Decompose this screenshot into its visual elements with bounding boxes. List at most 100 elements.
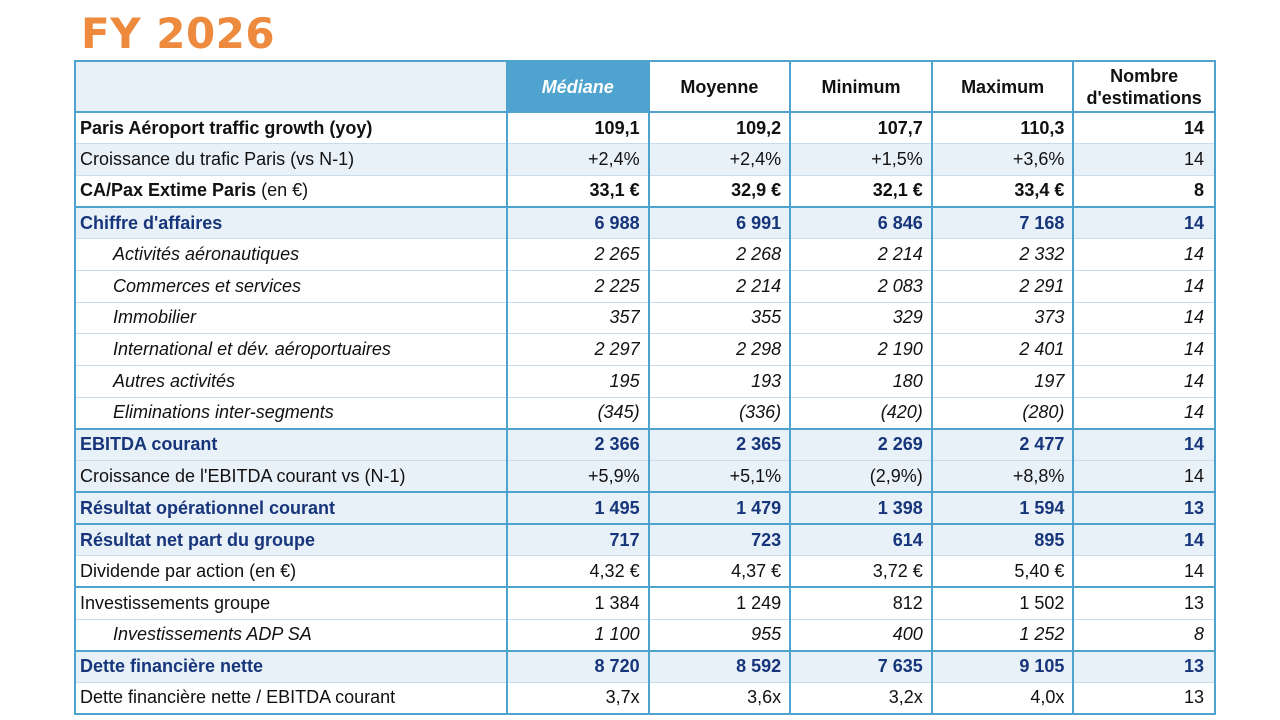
table-row: Paris Aéroport traffic growth (yoy) 109,1… bbox=[74, 112, 1216, 145]
row-label-text: CA/Pax Extime Paris bbox=[80, 180, 257, 201]
row-label-text: Investissements groupe bbox=[80, 592, 271, 613]
mean-value: 193 bbox=[647, 365, 792, 398]
minimum-value: 614 bbox=[789, 522, 933, 557]
estimate-count-value: 14 bbox=[1072, 522, 1216, 557]
estimates-table: Médiane Moyenne Minimum Maximum Nombre d… bbox=[74, 60, 1216, 716]
row-label: Paris Aéroport traffic growth (yoy) bbox=[74, 112, 508, 145]
maximum-value: 1 502 bbox=[930, 586, 1075, 620]
median-value: +2,4% bbox=[506, 143, 650, 176]
maximum-value: 373 bbox=[930, 302, 1075, 335]
minimum-value: 1 398 bbox=[789, 491, 933, 525]
minimum-value: 2 083 bbox=[789, 270, 933, 303]
estimate-count-value: 14 bbox=[1072, 555, 1216, 588]
minimum-value: 180 bbox=[789, 365, 933, 398]
row-label-text: EBITDA courant bbox=[80, 434, 218, 455]
header-blank-cell bbox=[74, 60, 508, 113]
minimum-value: 3,72 € bbox=[789, 555, 933, 588]
mean-value: (336) bbox=[647, 397, 792, 430]
median-value: 6 988 bbox=[506, 206, 650, 240]
mean-value: 6 991 bbox=[647, 206, 792, 240]
median-value: 195 bbox=[506, 365, 650, 398]
minimum-value: 2 269 bbox=[789, 427, 933, 462]
header-estimate-count-label: Nombre d'estimations bbox=[1086, 65, 1202, 108]
median-value: 2 297 bbox=[506, 333, 650, 366]
table-row: Immobilier 357 355 329 373 14 bbox=[74, 302, 1216, 335]
mean-value: 355 bbox=[647, 302, 792, 335]
maximum-value: (280) bbox=[930, 397, 1075, 430]
median-value: 357 bbox=[506, 302, 650, 335]
row-label-text: Dette financière nette / EBITDA courant bbox=[80, 687, 396, 708]
estimate-count-value: 14 bbox=[1072, 238, 1216, 271]
maximum-value: 1 594 bbox=[930, 491, 1075, 525]
maximum-value: +3,6% bbox=[930, 143, 1075, 176]
minimum-value: 107,7 bbox=[789, 112, 933, 145]
median-value: (345) bbox=[506, 397, 650, 430]
table-row: Croissance du trafic Paris (vs N-1) +2,4%… bbox=[74, 143, 1216, 176]
row-label-text: Résultat net part du groupe bbox=[80, 529, 316, 550]
table-row: Eliminations inter-segments (345) (336) (42… bbox=[74, 397, 1216, 430]
median-value: 8 720 bbox=[506, 649, 650, 683]
median-value: 4,32 € bbox=[506, 555, 650, 588]
estimate-count-value: 13 bbox=[1072, 649, 1216, 683]
estimate-count-value: 14 bbox=[1072, 270, 1216, 303]
minimum-value: (420) bbox=[789, 397, 933, 430]
header-estimate-count: Nombre d'estimations bbox=[1072, 60, 1216, 113]
mean-value: 3,6x bbox=[647, 682, 792, 716]
table-row: Résultat net part du groupe 717 723 614 895 1… bbox=[74, 522, 1216, 557]
median-value: 3,7x bbox=[506, 682, 650, 716]
row-label-text: International et dév. aéroportuaires bbox=[113, 339, 391, 360]
row-label: Investissements groupe bbox=[74, 586, 508, 620]
row-label: Immobilier bbox=[74, 302, 508, 335]
median-value: 109,1 bbox=[506, 112, 650, 145]
table-row: CA/Pax Extime Paris (en €) 33,1 €32,9 €32… bbox=[74, 175, 1216, 208]
row-label: CA/Pax Extime Paris (en €) bbox=[74, 175, 508, 208]
row-label: Résultat net part du groupe bbox=[74, 522, 508, 557]
header-row: Médiane Moyenne Minimum Maximum Nombre d… bbox=[74, 60, 1216, 113]
row-label-text: Commerces et services bbox=[113, 275, 302, 296]
table-row: Dette financière nette 8 720 8 592 7 635 9 1… bbox=[74, 649, 1216, 683]
minimum-value: 2 214 bbox=[789, 238, 933, 271]
estimate-count-value: 14 bbox=[1072, 206, 1216, 240]
table-row: Autres activités 195 193 180 197 14 bbox=[74, 365, 1216, 398]
minimum-value: 812 bbox=[789, 586, 933, 620]
table-row: Commerces et services 2 225 2 214 2 083 2 29… bbox=[74, 270, 1216, 303]
median-value: 1 495 bbox=[506, 491, 650, 525]
table-row: International et dév. aéroportuaires 2 29… bbox=[74, 333, 1216, 366]
table-row: Investissements groupe 1 384 1 249 812 1 502… bbox=[74, 586, 1216, 620]
minimum-value: 6 846 bbox=[789, 206, 933, 240]
median-value: 2 366 bbox=[506, 427, 650, 462]
row-label: Dette financière nette bbox=[74, 649, 508, 683]
row-label: Autres activités bbox=[74, 365, 508, 398]
median-value: +5,9% bbox=[506, 460, 650, 493]
row-label: Croissance de l'EBITDA courant vs (N-1) bbox=[74, 460, 508, 493]
maximum-value: 7 168 bbox=[930, 206, 1075, 240]
row-label: Dividende par action (en €) bbox=[74, 555, 508, 588]
estimate-count-value: 13 bbox=[1072, 586, 1216, 620]
row-label-text: Autres activités bbox=[113, 370, 236, 391]
row-label: Eliminations inter-segments bbox=[74, 397, 508, 430]
estimate-count-value: 13 bbox=[1072, 491, 1216, 525]
row-label-unit: (en €) bbox=[256, 180, 309, 201]
median-value: 1 384 bbox=[506, 586, 650, 620]
row-label: Commerces et services bbox=[74, 270, 508, 303]
mean-value: 32,9 € bbox=[647, 175, 792, 208]
maximum-value: 9 105 bbox=[930, 649, 1075, 683]
row-label-text: Croissance de l'EBITDA courant vs (N-1) bbox=[80, 465, 406, 486]
mean-value: 723 bbox=[647, 522, 792, 557]
estimate-count-value: 14 bbox=[1072, 397, 1216, 430]
mean-value: 109,2 bbox=[647, 112, 792, 145]
header-mean: Moyenne bbox=[647, 60, 792, 113]
estimate-count-value: 8 bbox=[1072, 619, 1216, 652]
estimate-count-value: 14 bbox=[1072, 302, 1216, 335]
minimum-value: 329 bbox=[789, 302, 933, 335]
minimum-value: 3,2x bbox=[789, 682, 933, 716]
maximum-value: 895 bbox=[930, 522, 1075, 557]
minimum-value: 32,1 € bbox=[789, 175, 933, 208]
minimum-value: (2,9%) bbox=[789, 460, 933, 493]
maximum-value: 4,0x bbox=[930, 682, 1075, 716]
mean-value: 955 bbox=[647, 619, 792, 652]
mean-value: 8 592 bbox=[647, 649, 792, 683]
page-title: FY 2026 bbox=[81, 9, 276, 58]
table-row: EBITDA courant 2 366 2 365 2 269 2 477 14 bbox=[74, 427, 1216, 462]
row-label-text: Chiffre d'affaires bbox=[80, 212, 223, 233]
